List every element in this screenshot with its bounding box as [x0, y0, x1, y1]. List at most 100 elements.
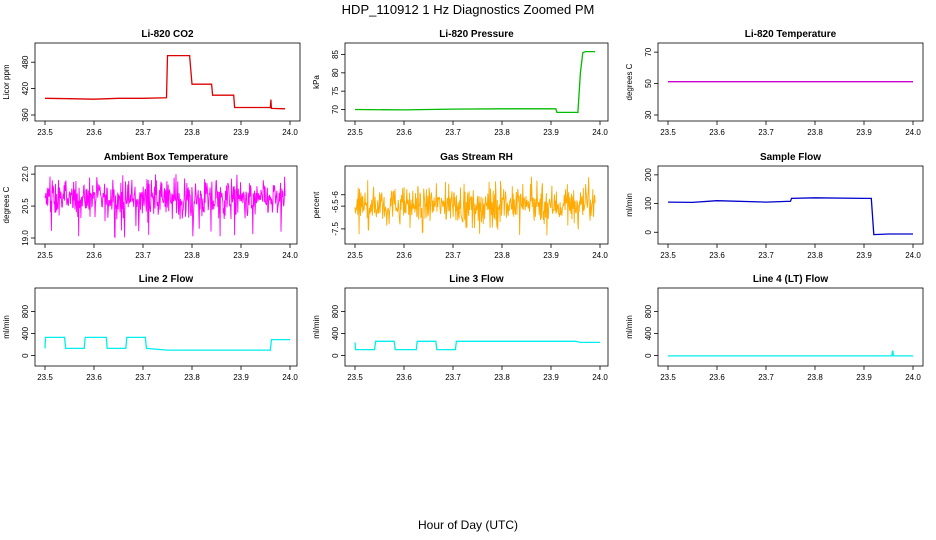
x-tick-label: 23.5: [37, 373, 53, 382]
plot-frame: [344, 287, 609, 367]
y-tick-label: 19.0: [21, 230, 30, 246]
plot-frame: [344, 42, 609, 122]
y-tick-label: 22.0: [21, 166, 30, 182]
series-line: [667, 197, 913, 236]
series-line: [354, 340, 600, 351]
y-tick-label: 400: [331, 326, 340, 340]
x-tick-label: 23.9: [856, 128, 872, 137]
x-tick-label: 23.7: [135, 128, 151, 137]
chart-title: Line 4 (LT) Flow: [753, 274, 829, 285]
x-tick-label: 23.8: [807, 373, 823, 382]
x-tick-label: 23.9: [543, 251, 559, 260]
y-tick-label: 420: [21, 81, 30, 95]
plot-frame: [34, 42, 301, 122]
plot-frame: [344, 165, 609, 245]
y-axis-label: ml/min: [2, 315, 11, 339]
chart-title: Sample Flow: [760, 152, 821, 163]
x-tick-label: 23.8: [807, 128, 823, 137]
y-tick-label: 800: [331, 304, 340, 318]
x-tick-label: 23.7: [445, 128, 461, 137]
x-tick-label: 23.9: [233, 128, 249, 137]
plot-frame: [34, 287, 298, 367]
chart-p1: Li-820 CO2 Licor ppm 23.5 23.6 23.7 23.8 23.9 2…: [2, 29, 301, 137]
chart-title: Gas Stream RH: [440, 152, 513, 163]
x-tick-label: 23.7: [758, 128, 774, 137]
y-axis-label: ml/min: [625, 315, 634, 339]
page-title: HDP_110912 1 Hz Diagnostics Zoomed PM: [341, 2, 595, 17]
y-tick-label: 360: [21, 108, 30, 122]
x-tick-label: 23.6: [396, 373, 412, 382]
y-tick-label: 50: [644, 79, 653, 88]
chart-title: Li-820 Pressure: [439, 29, 514, 40]
x-tick-label: 24.0: [592, 128, 608, 137]
chart-p7: Line 2 Flow ml/min 23.5 23.6 23.7 23.8 23.9 24.…: [2, 274, 298, 382]
x-tick-label: 23.9: [233, 251, 249, 260]
y-tick-label: 70: [644, 47, 653, 56]
x-tick-label: 23.6: [709, 128, 725, 137]
x-tick-label: 23.8: [494, 128, 510, 137]
x-tick-label: 23.8: [184, 373, 200, 382]
y-tick-label: -6.5: [331, 199, 340, 213]
x-tick-label: 23.7: [758, 251, 774, 260]
chart-p8: Line 3 Flow ml/min 23.5 23.6 23.7 23.8 23.9 24.…: [312, 274, 609, 382]
x-tick-label: 23.7: [445, 251, 461, 260]
plot-frame: [657, 165, 924, 245]
chart-title: Line 3 Flow: [449, 274, 504, 285]
chart-p4: Ambient Box Temperature degrees C 23.5 23.6…: [2, 152, 298, 260]
chart-title: Li-820 Temperature: [745, 29, 837, 40]
y-tick-label: 400: [644, 326, 653, 340]
x-tick-label: 23.5: [347, 373, 363, 382]
chart-p2: Li-820 Pressure kPa 23.5 23.6 23.7 23.8 23.9 24…: [312, 29, 609, 137]
x-tick-label: 23.9: [233, 373, 249, 382]
y-tick-label: 30: [644, 110, 653, 119]
x-tick-label: 23.5: [660, 251, 676, 260]
x-tick-label: 24.0: [282, 373, 298, 382]
y-axis-label: kPa: [312, 75, 321, 89]
series-line: [44, 174, 286, 239]
x-tick-label: 23.9: [856, 373, 872, 382]
y-tick-label: 85: [331, 50, 340, 59]
page-x-axis-label: Hour of Day (UTC): [417, 518, 518, 532]
y-tick-label: 0: [644, 353, 653, 358]
y-tick-label: 800: [21, 304, 30, 318]
series-line: [354, 50, 596, 114]
x-tick-label: 24.0: [282, 251, 298, 260]
plot-frame: [657, 287, 924, 367]
x-tick-label: 23.6: [396, 251, 412, 260]
y-tick-label: 80: [331, 68, 340, 77]
y-axis-label: ml/min: [625, 193, 634, 217]
x-tick-label: 24.0: [905, 251, 921, 260]
chart-title: Ambient Box Temperature: [104, 152, 229, 163]
x-tick-label: 24.0: [592, 373, 608, 382]
x-tick-label: 24.0: [592, 251, 608, 260]
x-tick-label: 24.0: [905, 128, 921, 137]
x-tick-label: 23.6: [709, 373, 725, 382]
chart-title: Line 2 Flow: [139, 274, 194, 285]
chart-p3: Li-820 Temperature degrees C 23.5 23.6 23.7 2…: [625, 29, 924, 137]
series-line: [354, 176, 596, 236]
x-tick-label: 23.7: [758, 373, 774, 382]
y-tick-label: 75: [331, 86, 340, 95]
y-tick-label: 800: [644, 304, 653, 318]
x-tick-label: 23.6: [86, 128, 102, 137]
x-tick-label: 24.0: [282, 128, 298, 137]
y-axis-label: degrees C: [625, 63, 634, 100]
x-tick-label: 23.8: [184, 251, 200, 260]
x-tick-label: 23.7: [135, 251, 151, 260]
x-tick-label: 23.5: [37, 251, 53, 260]
x-tick-label: 23.9: [856, 251, 872, 260]
x-tick-label: 23.9: [543, 373, 559, 382]
plot-frame: [34, 165, 298, 245]
x-tick-label: 23.5: [660, 128, 676, 137]
chart-p9: Line 4 (LT) Flow ml/min 23.5 23.6 23.7 23.8 23…: [625, 274, 924, 382]
x-tick-label: 23.6: [709, 251, 725, 260]
y-axis-label: percent: [312, 191, 321, 218]
x-tick-label: 23.5: [660, 373, 676, 382]
y-tick-label: 0: [644, 229, 653, 234]
y-axis-label: degrees C: [2, 186, 11, 223]
chart-p5: Gas Stream RH percent 23.5 23.6 23.7 23.8 23.9…: [312, 152, 609, 260]
y-tick-label: -7.5: [331, 221, 340, 235]
y-tick-label: 0: [21, 353, 30, 358]
x-tick-label: 24.0: [905, 373, 921, 382]
